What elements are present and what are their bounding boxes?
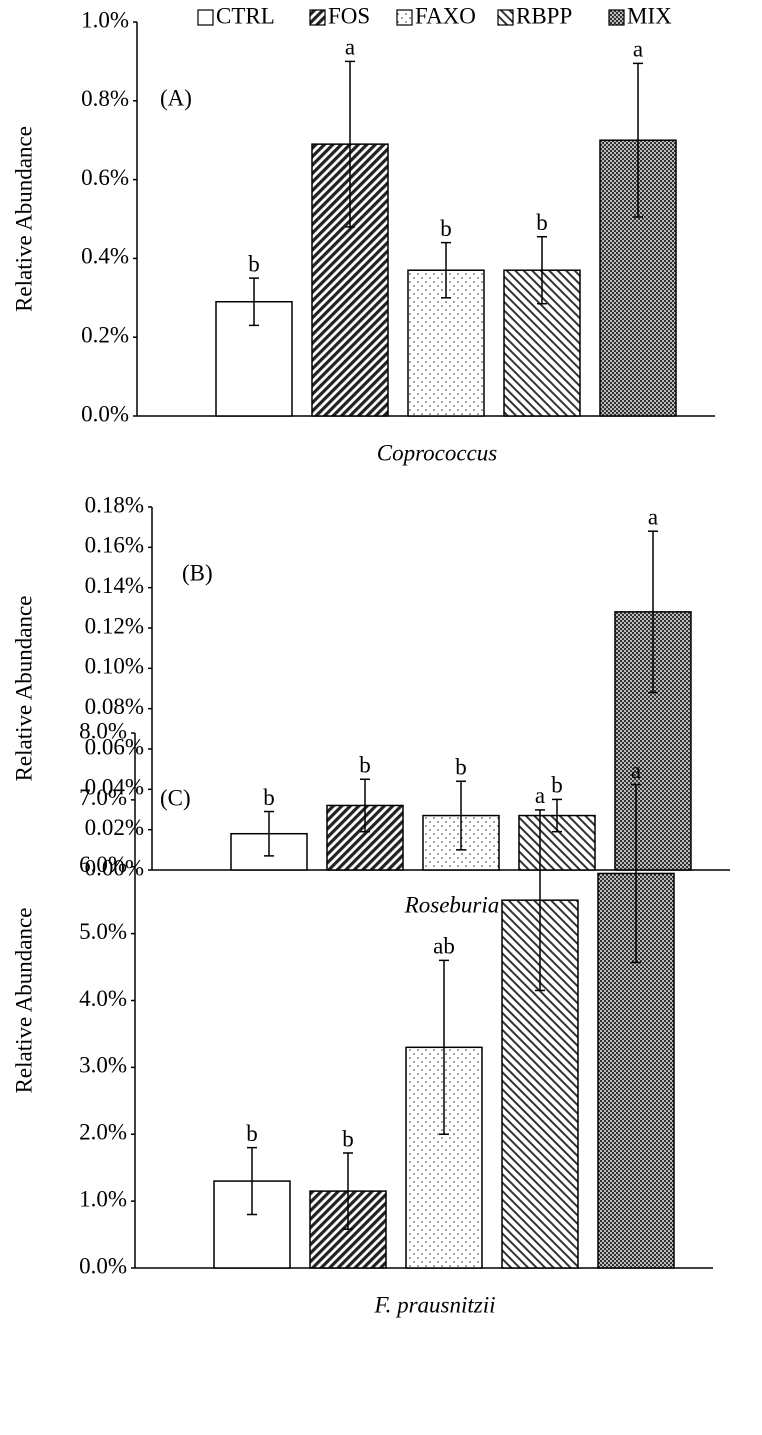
- legend-label: FAXO: [415, 3, 476, 28]
- significance-letter: a: [631, 758, 641, 783]
- y-tick-label: 0.0%: [79, 1253, 127, 1278]
- y-tick-label: 7.0%: [79, 785, 127, 810]
- legend-label: MIX: [627, 3, 672, 28]
- y-tick-label: 0.10%: [85, 654, 144, 679]
- axis-title: Relative Abundance: [11, 596, 36, 782]
- y-tick-label: 0.00%: [85, 855, 144, 880]
- y-tick-label: 0.14%: [85, 573, 144, 598]
- y-tick-label: 0.08%: [85, 694, 144, 719]
- y-tick-label: 0.4%: [81, 244, 129, 269]
- y-tick-label: 5.0%: [79, 919, 127, 944]
- legend-label: FOS: [328, 3, 370, 28]
- y-tick-label: 1.0%: [81, 7, 129, 32]
- significance-letter: a: [345, 35, 355, 60]
- x-axis-title: F. prausnitzii: [374, 1292, 496, 1317]
- y-tick-label: 0.06%: [85, 734, 144, 759]
- panel-label: (A): [160, 85, 192, 110]
- x-axis-title: Coprococcus: [377, 440, 498, 465]
- significance-letter: b: [246, 1121, 258, 1146]
- significance-letter: b: [440, 216, 452, 241]
- significance-letter: a: [535, 783, 545, 808]
- y-tick-label: 3.0%: [79, 1053, 127, 1078]
- legend-label: CTRL: [216, 3, 275, 28]
- legend-swatch: [197, 9, 214, 26]
- y-tick-label: 0.12%: [85, 613, 144, 638]
- y-tick-label: 0.0%: [81, 401, 129, 426]
- y-tick-label: 0.18%: [85, 492, 144, 517]
- legend-swatch: [497, 9, 514, 26]
- panel-label: (C): [160, 785, 191, 810]
- significance-letter: ab: [433, 934, 455, 959]
- y-tick-label: 1.0%: [79, 1186, 127, 1211]
- significance-letter: b: [455, 755, 467, 780]
- axis-title: Relative Abundance: [11, 908, 36, 1094]
- y-tick-label: 6.0%: [79, 852, 127, 877]
- significance-letter: a: [648, 504, 658, 529]
- legend-swatch: [309, 9, 326, 26]
- legend-swatch: [396, 9, 413, 26]
- bar: [599, 139, 677, 417]
- y-tick-label: 4.0%: [79, 986, 127, 1011]
- significance-letter: a: [633, 37, 643, 62]
- panel-label: (B): [182, 560, 213, 585]
- y-tick-label: 0.04%: [85, 775, 144, 800]
- significance-letter: b: [359, 753, 371, 778]
- y-tick-label: 0.2%: [81, 322, 129, 347]
- legend-label: RBPP: [516, 3, 572, 28]
- significance-letter: b: [342, 1126, 354, 1151]
- axis-title: Relative Abundance: [11, 126, 36, 312]
- x-axis-title: Roseburia: [404, 892, 500, 917]
- significance-letter: b: [248, 251, 260, 276]
- significance-letter: b: [263, 785, 275, 810]
- significance-letter: b: [536, 210, 548, 235]
- y-tick-label: 0.02%: [85, 815, 144, 840]
- y-tick-label: 0.6%: [81, 165, 129, 190]
- y-tick-label: 0.16%: [85, 533, 144, 558]
- significance-letter: b: [551, 773, 563, 798]
- legend-swatch: [608, 9, 625, 26]
- y-tick-label: 8.0%: [79, 718, 127, 743]
- y-tick-label: 2.0%: [79, 1120, 127, 1145]
- y-tick-label: 0.8%: [81, 86, 129, 111]
